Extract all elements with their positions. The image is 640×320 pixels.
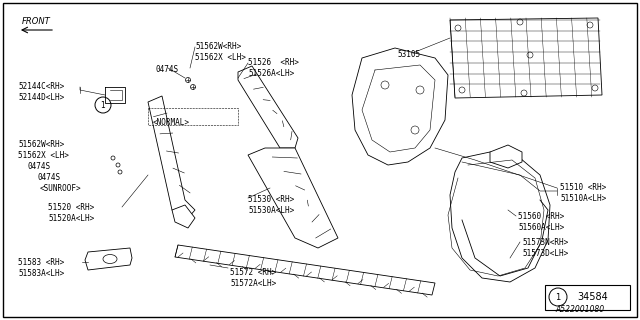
Text: 51530 <RH>: 51530 <RH> xyxy=(248,195,294,204)
Text: 51520A<LH>: 51520A<LH> xyxy=(48,214,94,223)
Polygon shape xyxy=(175,245,435,295)
Text: 51510A<LH>: 51510A<LH> xyxy=(560,194,606,203)
Text: 51560A<LH>: 51560A<LH> xyxy=(518,223,564,232)
Text: 51562W<RH>: 51562W<RH> xyxy=(18,140,64,149)
Text: 51562X <LH>: 51562X <LH> xyxy=(18,151,69,160)
Text: <SUNROOF>: <SUNROOF> xyxy=(40,184,82,193)
Text: <NORMAL>: <NORMAL> xyxy=(153,118,190,127)
Polygon shape xyxy=(490,145,522,168)
Text: 51573D<LH>: 51573D<LH> xyxy=(522,249,568,258)
Text: 51583 <RH>: 51583 <RH> xyxy=(18,258,64,267)
Text: 0474S: 0474S xyxy=(28,162,51,171)
Text: 52144D<LH>: 52144D<LH> xyxy=(18,93,64,102)
Polygon shape xyxy=(238,66,298,148)
Text: 51572A<LH>: 51572A<LH> xyxy=(230,279,276,288)
Text: 34584: 34584 xyxy=(578,292,609,302)
Polygon shape xyxy=(248,148,338,248)
Polygon shape xyxy=(450,18,602,98)
Text: 51573N<RH>: 51573N<RH> xyxy=(522,238,568,247)
Polygon shape xyxy=(85,248,132,270)
Text: FRONT: FRONT xyxy=(22,18,51,27)
Bar xyxy=(545,285,630,310)
Text: 51510 <RH>: 51510 <RH> xyxy=(560,183,606,192)
Text: 1: 1 xyxy=(100,100,106,109)
Polygon shape xyxy=(352,48,448,165)
Polygon shape xyxy=(148,96,195,218)
Polygon shape xyxy=(172,205,195,228)
Polygon shape xyxy=(450,152,550,282)
Text: 51583A<LH>: 51583A<LH> xyxy=(18,269,64,278)
Text: 51526A<LH>: 51526A<LH> xyxy=(248,69,294,78)
Text: 0474S: 0474S xyxy=(155,65,178,74)
Text: 0474S: 0474S xyxy=(38,173,61,182)
Text: 51530A<LH>: 51530A<LH> xyxy=(248,206,294,215)
Text: 51520 <RH>: 51520 <RH> xyxy=(48,203,94,212)
Text: A522001080: A522001080 xyxy=(556,306,605,315)
Text: 51526  <RH>: 51526 <RH> xyxy=(248,58,299,67)
Text: 53105: 53105 xyxy=(397,50,420,59)
Text: 51572 <RH>: 51572 <RH> xyxy=(230,268,276,277)
Text: 52144C<RH>: 52144C<RH> xyxy=(18,82,64,91)
Text: 51560 <RH>: 51560 <RH> xyxy=(518,212,564,221)
Text: 51562W<RH>: 51562W<RH> xyxy=(195,42,241,51)
Text: 51562X <LH>: 51562X <LH> xyxy=(195,53,246,62)
Text: 1: 1 xyxy=(556,292,561,301)
